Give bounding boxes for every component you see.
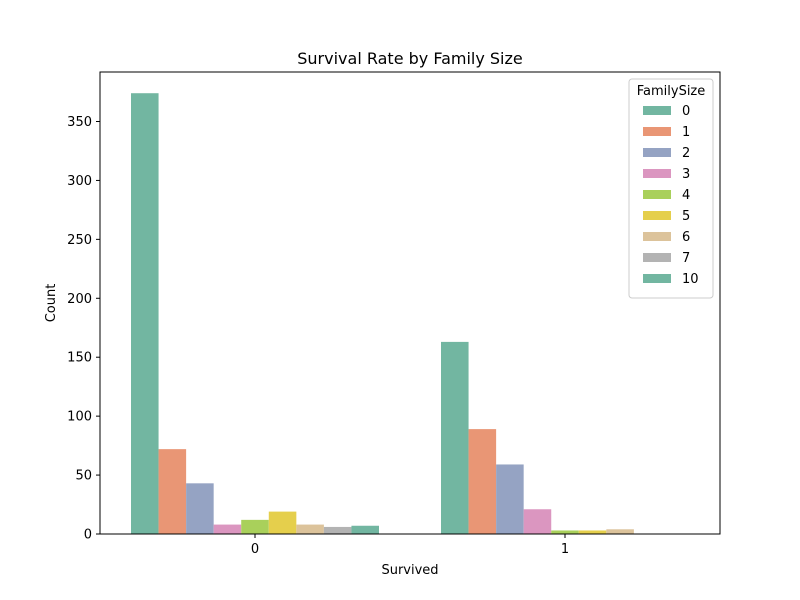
bar-survived-0-familysize-3 bbox=[213, 524, 242, 534]
legend-label-0: 0 bbox=[682, 104, 690, 119]
y-tick-label-200: 200 bbox=[67, 292, 92, 307]
y-tick-label-100: 100 bbox=[67, 410, 92, 425]
bar-survived-0-familysize-6 bbox=[296, 524, 324, 534]
bar-survived-1-familysize-1 bbox=[468, 429, 497, 534]
bar-survived-0-familysize-1 bbox=[158, 449, 187, 534]
bar-survived-1-familysize-5 bbox=[578, 530, 607, 534]
y-axis: 0 50 100 150 200 250 300 350 bbox=[67, 115, 100, 543]
y-axis-label: Count bbox=[44, 284, 59, 323]
plot-frame bbox=[99, 71, 721, 535]
y-tick-label-0: 0 bbox=[84, 528, 92, 543]
y-tick-label-50: 50 bbox=[75, 469, 92, 484]
bar-survived-1-familysize-2 bbox=[496, 464, 524, 534]
legend-swatch-10 bbox=[643, 274, 671, 283]
legend-label-1: 1 bbox=[682, 125, 690, 140]
chart-title: Survival Rate by Family Size bbox=[297, 49, 523, 68]
bars-layer bbox=[131, 93, 634, 535]
bar-survived-0-familysize-4 bbox=[241, 519, 269, 534]
bar-survived-0-familysize-2 bbox=[186, 483, 214, 534]
legend-title: FamilySize bbox=[637, 84, 706, 99]
x-tick-label-0: 0 bbox=[251, 542, 259, 557]
legend-label-6: 6 bbox=[682, 230, 690, 245]
bar-survived-1-familysize-0 bbox=[441, 341, 469, 534]
y-tick-label-350: 350 bbox=[67, 115, 92, 130]
bar-survived-0-familysize-5 bbox=[268, 511, 297, 534]
legend-swatch-7 bbox=[643, 253, 671, 262]
legend-swatch-2 bbox=[643, 148, 671, 157]
bar-survived-1-familysize-4 bbox=[551, 530, 579, 534]
legend-swatch-1 bbox=[643, 127, 671, 136]
legend-label-2: 2 bbox=[682, 146, 690, 161]
bar-survived-0-familysize-10 bbox=[351, 525, 379, 534]
x-tick-label-1: 1 bbox=[561, 542, 569, 557]
legend-swatch-0 bbox=[643, 106, 671, 115]
bar-survived-0-familysize-0 bbox=[131, 93, 159, 535]
x-axis-label: Survived bbox=[381, 563, 438, 578]
legend-swatch-4 bbox=[643, 190, 671, 199]
legend-label-7: 7 bbox=[682, 251, 690, 266]
legend-label-3: 3 bbox=[682, 167, 690, 182]
y-tick-label-250: 250 bbox=[67, 233, 92, 248]
legend-label-4: 4 bbox=[682, 188, 690, 203]
legend-swatch-5 bbox=[643, 211, 671, 220]
legend-label-5: 5 bbox=[682, 209, 690, 224]
y-tick-label-300: 300 bbox=[67, 174, 92, 189]
y-tick-label-150: 150 bbox=[67, 351, 92, 366]
bar-survived-1-familysize-3 bbox=[523, 509, 552, 534]
legend-swatch-6 bbox=[643, 232, 671, 241]
bar-survived-1-familysize-6 bbox=[606, 529, 634, 534]
legend: FamilySize 0 1 2 3 4 5 6 7 10 bbox=[628, 78, 714, 299]
bar-survived-0-familysize-7 bbox=[323, 526, 352, 534]
legend-swatch-3 bbox=[643, 169, 671, 178]
legend-label-10: 10 bbox=[682, 272, 699, 287]
